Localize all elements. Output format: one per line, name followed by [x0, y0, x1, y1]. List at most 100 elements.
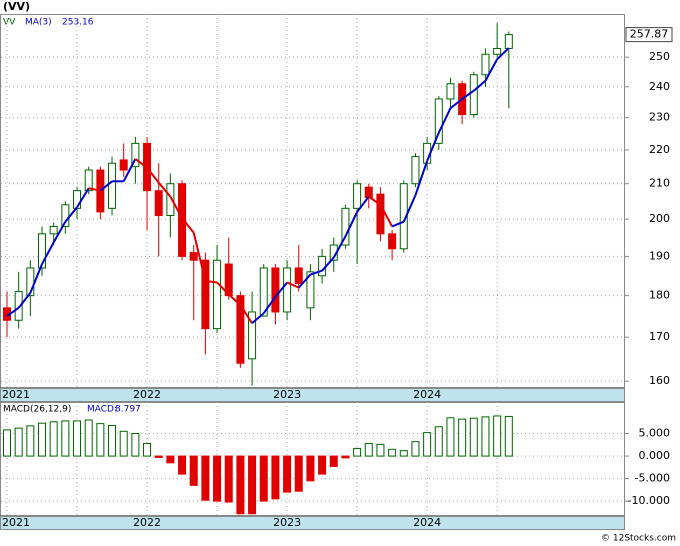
y-tick-label: 160 — [649, 374, 670, 387]
y-tick-label: 190 — [649, 249, 670, 262]
ma-segment — [484, 58, 499, 82]
x-tick-label: 2024 — [413, 388, 441, 401]
candle-body — [49, 225, 58, 235]
candle-body — [294, 267, 303, 285]
macd-bar — [434, 426, 443, 457]
ma-segment — [122, 158, 137, 182]
macd-bar — [26, 425, 35, 457]
date-strip — [0, 516, 625, 530]
macd-bar — [108, 424, 117, 457]
ma-segment — [6, 307, 20, 317]
ma-segment — [368, 195, 382, 206]
legend-symbol: VV — [3, 18, 16, 28]
ma-segment — [391, 220, 405, 228]
ma-segment — [414, 160, 429, 196]
macd-bar — [131, 433, 140, 457]
macd-bar — [14, 427, 23, 457]
ma-segment — [99, 180, 113, 192]
ma-segment — [169, 196, 183, 219]
ma-segment — [344, 211, 359, 237]
legend-ma: MA(3) — [25, 18, 52, 28]
macd-bar — [458, 418, 467, 457]
ma-segment — [228, 293, 242, 306]
ma-segment — [146, 167, 160, 184]
ma-segment — [251, 312, 265, 324]
macd-bar — [329, 455, 338, 467]
price-panel — [0, 14, 625, 388]
macd-bar — [248, 455, 257, 515]
ma-segment — [192, 232, 207, 282]
macd-bar — [84, 419, 93, 457]
ma-segment — [379, 204, 393, 227]
y-tick-label: 5.000 — [639, 427, 671, 440]
candle-body — [119, 159, 128, 171]
macd-bar — [189, 455, 198, 486]
ma-segment — [134, 158, 148, 169]
candle-body — [318, 255, 327, 277]
candle-body — [434, 98, 443, 144]
macd-bar — [3, 429, 11, 457]
macd-bar — [481, 416, 490, 457]
macd-bar — [224, 455, 233, 503]
price-tag-label: 257.87 — [630, 28, 669, 41]
y-tick-label: 0.000 — [639, 449, 671, 462]
candle-body — [61, 204, 70, 227]
x-tick-label: 2023 — [273, 516, 301, 529]
macd-bar — [178, 455, 187, 475]
candle-body — [283, 267, 292, 313]
candle-body — [306, 271, 315, 309]
ma-segment — [298, 273, 312, 289]
macd-bar — [493, 415, 502, 457]
macd-bar — [283, 455, 292, 493]
candle-body — [201, 259, 210, 330]
y-tick-label: 170 — [649, 330, 670, 343]
y-tick-label: 250 — [649, 50, 670, 63]
macd-bar — [166, 455, 175, 464]
candle-body — [446, 83, 455, 100]
x-tick-label: 2022 — [133, 516, 161, 529]
ma-segment — [64, 206, 78, 223]
ma-segment — [286, 281, 300, 289]
macd-bar — [446, 417, 455, 457]
candle-body — [189, 252, 198, 261]
candle-body — [271, 267, 280, 313]
ma-segment — [205, 279, 218, 284]
ma-segment — [473, 79, 487, 92]
ma-segment — [274, 281, 288, 298]
macd-bar — [154, 455, 163, 458]
macd-bar — [294, 455, 303, 492]
ma-segment — [29, 263, 43, 294]
macd-bar — [353, 447, 362, 457]
macd-bar — [143, 442, 152, 457]
macd-bar — [38, 422, 47, 457]
macd-bar — [201, 455, 210, 501]
candle-body — [84, 169, 93, 192]
y-tick-label: 240 — [649, 80, 670, 93]
ma-segment — [216, 281, 230, 296]
macd-bar — [306, 455, 315, 482]
macd-bar — [469, 417, 478, 457]
y-tick-label: 220 — [649, 143, 670, 156]
ma-segment — [239, 304, 253, 324]
ma-segment — [181, 217, 195, 234]
y-tick-label: 230 — [649, 111, 670, 124]
ma-segment — [88, 187, 101, 192]
macd-bar — [388, 448, 397, 457]
macd-bar — [119, 430, 128, 457]
legend-ma-value: 253.16 — [62, 18, 94, 28]
macd-legend-value: 8.797 — [115, 405, 141, 415]
ma-segment — [426, 132, 440, 162]
ma-segment — [437, 107, 452, 134]
candle-body — [166, 183, 175, 217]
macd-panel — [0, 402, 625, 516]
candle-body — [154, 190, 163, 217]
macd-bar — [213, 455, 222, 502]
macd-bar — [73, 420, 82, 457]
candle-body — [388, 233, 397, 250]
macd-bar — [236, 455, 245, 515]
y-tick-label: -10.000 — [628, 494, 670, 507]
candle-body — [341, 207, 350, 246]
ma-segment — [17, 292, 32, 309]
candle-body — [469, 74, 478, 116]
